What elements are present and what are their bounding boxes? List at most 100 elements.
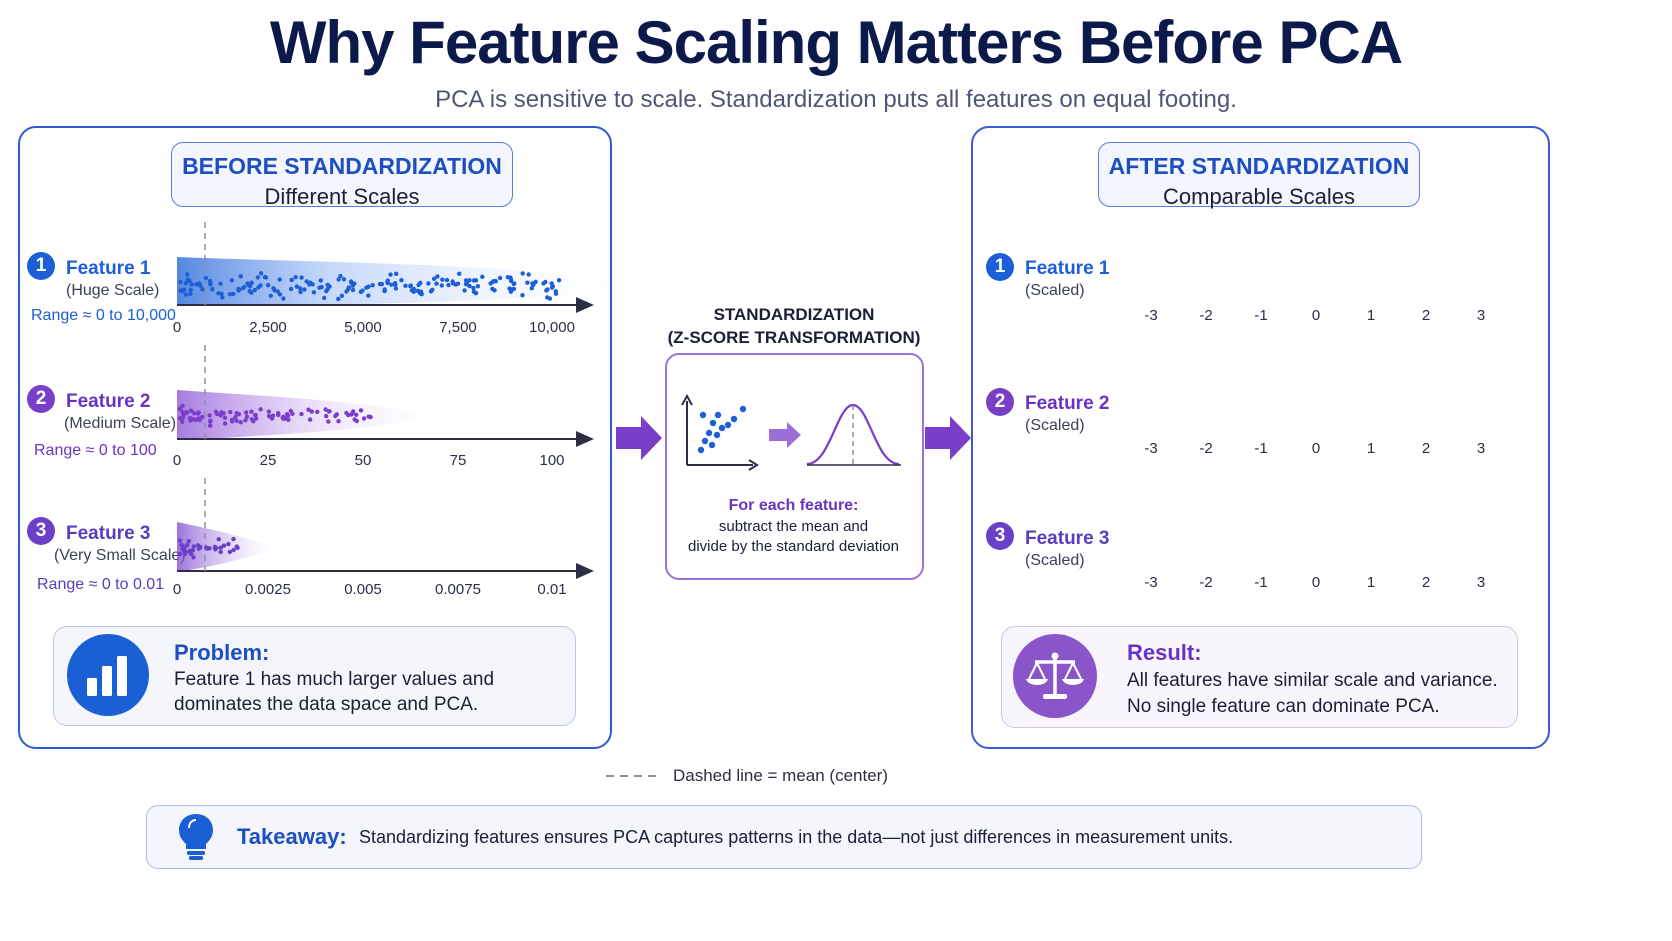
feature-1-before-point — [181, 287, 187, 292]
takeaway-text: Standardizing features ensures PCA captu… — [359, 827, 1234, 847]
after-feature-2-scale: (Scaled) — [1025, 417, 1085, 434]
after-feature-3-tick-label: 1 — [1366, 574, 1376, 591]
middle-lead: For each feature: — [728, 497, 859, 514]
feature-2-before-point — [354, 418, 359, 424]
feature-2-before-point — [244, 414, 250, 419]
feature-2-before-point — [249, 417, 254, 422]
feature-1-before-point — [341, 277, 347, 282]
feature-2-before-point — [299, 411, 304, 417]
feature-1-before-point — [488, 281, 493, 286]
feature-2-before-point — [327, 409, 332, 414]
arrow-before-to-middle-icon — [616, 416, 662, 460]
feature-2-before-point — [315, 409, 320, 414]
feature-1-before-point — [471, 289, 477, 294]
feature-1-before-point — [382, 287, 387, 292]
before-feature-2-scale: (Medium Scale) — [64, 415, 177, 432]
feature-3-before-point — [221, 543, 227, 548]
feature-1-before-point — [346, 285, 351, 290]
before-feature-3-range: Range ≈ 0 to 0.01 — [37, 576, 165, 593]
feature-2-before-point — [336, 419, 341, 424]
feature-1-before-point — [379, 281, 385, 287]
feature-1-before-point — [319, 284, 324, 290]
feature-1-before-point — [311, 290, 317, 295]
feature-2-before-point — [249, 409, 254, 414]
feature-1-before-point — [403, 283, 408, 288]
feature-1-before-point — [430, 287, 435, 292]
feature-1-before-point — [265, 283, 271, 288]
after-feature-1-tick-label: 3 — [1476, 307, 1486, 324]
feature-2-before-point — [193, 417, 198, 423]
feature-2-before-point — [222, 421, 228, 426]
before-feature-3-tick-label: 0.01 — [537, 581, 567, 598]
feature-1-before-point — [336, 296, 341, 302]
feature-badge-1: 1 — [27, 252, 55, 280]
after-feature-2-tick-label: -1 — [1254, 440, 1268, 457]
feature-1-before-point — [281, 296, 286, 301]
standardization-diagram — [681, 393, 901, 471]
feature-1-before-point — [434, 281, 439, 286]
feature-1-before-point — [229, 278, 235, 283]
feature-2-before-point — [229, 417, 235, 423]
feature-1-before-point — [203, 275, 209, 281]
before-feature-3-tick-label: 0.005 — [344, 581, 382, 598]
after-feature-1-tick-label: 1 — [1366, 307, 1376, 324]
feature-1-before-point — [366, 293, 371, 298]
feature-1-before-point — [493, 279, 498, 284]
takeaway-label: Takeaway: — [237, 824, 347, 849]
after-feature-badge-3: 3 — [986, 522, 1014, 550]
feature-1-before-point — [298, 289, 303, 295]
feature-3-before-point — [191, 544, 196, 549]
after-feature-3-name: Feature 3 — [1025, 528, 1110, 549]
feature-2-before-point — [208, 423, 213, 428]
feature-1-before-point — [467, 283, 472, 289]
after-feature-3-tick-label: -3 — [1144, 574, 1158, 591]
before-feature-1-name: Feature 1 — [66, 258, 151, 279]
feature-2-before-point — [181, 412, 186, 417]
feature-3-before-point — [214, 545, 219, 551]
feature-1-before-point — [393, 286, 399, 291]
before-header-subtitle: Different Scales — [264, 184, 420, 209]
feature-3-before-point — [218, 545, 223, 550]
feature-1-before-point — [543, 279, 548, 285]
feature-2-before-point — [188, 408, 194, 413]
after-feature-2-name: Feature 2 — [1025, 393, 1110, 414]
feature-1-before-point — [255, 275, 260, 280]
feature-1-before-point — [497, 275, 503, 281]
feature-1-before-point — [455, 281, 461, 286]
page-title: Why Feature Scaling Matters Before PCA — [269, 9, 1403, 76]
after-feature-2-tick-label: 1 — [1366, 440, 1376, 457]
middle-title-2: (Z-SCORE TRANSFORMATION) — [667, 328, 921, 347]
before-feature-3-scale: (Very Small Scale) — [54, 547, 186, 564]
feature-3-before-point — [216, 537, 221, 542]
before-feature-2-name: Feature 2 — [66, 391, 151, 412]
feature-2-before-point — [350, 409, 356, 414]
feature-2-before-point — [234, 418, 239, 423]
feature-1-before-point — [549, 281, 554, 286]
before-feature-2-range: Range ≈ 0 to 100 — [34, 442, 157, 459]
feature-1-before-point — [298, 286, 303, 291]
feature-2-before-point — [306, 407, 311, 412]
feature-2-before-point — [358, 408, 364, 413]
after-feature-1-scale: (Scaled) — [1025, 282, 1085, 299]
feature-1-before-point — [178, 279, 183, 284]
before-header: BEFORE STANDARDIZATION Different Scales — [171, 142, 513, 209]
feature-1-before-point — [457, 271, 462, 276]
feature-1-before-point — [358, 289, 364, 295]
feature-1-before-point — [531, 282, 536, 287]
before-feature-1-tick-label: 5,000 — [344, 319, 382, 336]
feature-3-before-point — [226, 541, 231, 547]
problem-line-2: dominates the data space and PCA. — [174, 694, 479, 715]
feature-3-before-points — [177, 536, 240, 560]
feature-1-before-point — [544, 288, 549, 293]
after-feature-2-tick-label: -2 — [1199, 440, 1213, 457]
after-feature-1-tick-label: -1 — [1254, 307, 1268, 324]
feature-1-before-point — [350, 287, 356, 293]
feature-1-before-point — [490, 286, 495, 292]
after-feature-3-scale: (Scaled) — [1025, 552, 1085, 569]
middle-line-2: divide by the standard deviation — [688, 538, 899, 555]
feature-2-before-point — [238, 420, 243, 425]
feature-1-before-point — [505, 275, 510, 280]
feature-2-before-band — [177, 390, 440, 440]
feature-2-before-point — [200, 414, 205, 420]
arrow-middle-to-after-icon — [925, 416, 971, 460]
